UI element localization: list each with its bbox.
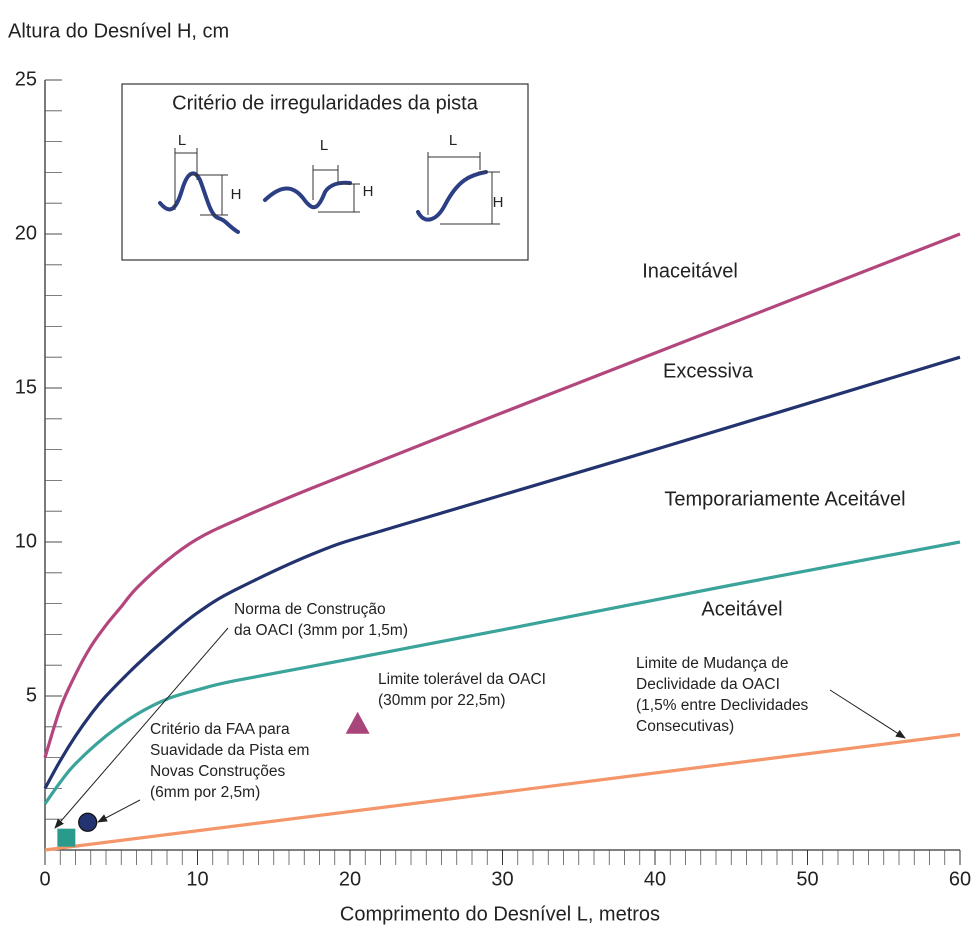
curve-label: Excessiva — [663, 360, 754, 382]
x-axis-label: Comprimento do Desnível L, metros — [340, 903, 660, 925]
inset-guides — [174, 148, 500, 225]
marker — [57, 828, 76, 847]
annotation: (30mm por 22,5m) — [378, 692, 505, 709]
curve-label: Temporariamente Aceitável — [664, 488, 905, 510]
inset-label: H — [231, 186, 242, 203]
inset-label: H — [493, 194, 504, 211]
marker — [345, 711, 370, 734]
arrow — [370, 718, 380, 728]
y-axis-label: Altura do Desnível H, cm — [8, 20, 229, 42]
x-tick-label: 10 — [186, 868, 208, 890]
inset: Critério de irregularidades da pista — [121, 83, 529, 261]
series-line — [44, 732, 961, 852]
annotation: Critério da FAA para — [150, 721, 290, 738]
series-line — [43, 540, 961, 805]
curve-label: Aceitável — [701, 598, 782, 620]
inset-label: L — [449, 132, 457, 149]
inset-label: H — [363, 183, 374, 200]
marker — [78, 812, 98, 832]
inset-title: Critério de irregularidades da pista — [172, 92, 479, 114]
annotation: Declividade da OACI — [636, 676, 780, 693]
annotation: Consecutivas) — [636, 718, 734, 735]
annotation: Limite de Mudança de — [636, 655, 789, 672]
x-tick-label: 0 — [39, 868, 50, 890]
arrow — [97, 799, 141, 823]
y-tick-label: 25 — [15, 68, 37, 90]
inset-label: L — [320, 137, 328, 154]
annotation: Suavidade da Pista em — [150, 742, 309, 759]
inset-box — [121, 83, 529, 261]
x-tick-label: 50 — [796, 868, 818, 890]
curve-label: Inaceitável — [642, 260, 738, 282]
x-tick-label: 40 — [644, 868, 666, 890]
annotation: Norma de Construção — [234, 601, 386, 618]
annotation: da OACI (3mm por 1,5m) — [234, 622, 408, 639]
y-tick-label: 5 — [26, 684, 37, 706]
arrow — [54, 627, 229, 829]
arrow — [829, 689, 906, 739]
inset-shapes — [158, 170, 488, 234]
series-line — [43, 355, 961, 790]
x-tick-label: 30 — [491, 868, 513, 890]
annotation: (6mm por 2,5m) — [150, 784, 260, 801]
x-tick-label: 20 — [339, 868, 361, 890]
y-tick-label: 10 — [15, 530, 37, 552]
y-tick-label: 20 — [15, 222, 37, 244]
y-tick-label: 15 — [15, 376, 37, 398]
x-tick-label: 60 — [949, 868, 971, 890]
annotation: Limite tolerável da OACI — [378, 671, 546, 688]
inset-label: L — [178, 132, 186, 149]
annotation: Novas Construções — [150, 763, 286, 780]
series-line — [43, 232, 961, 759]
annotation: (1,5% entre Declividades — [636, 697, 809, 714]
